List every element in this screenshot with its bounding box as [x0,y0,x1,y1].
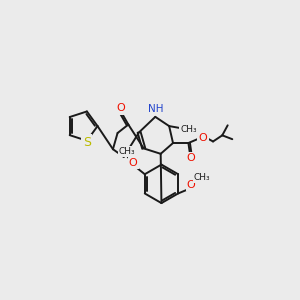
Text: O: O [199,133,207,142]
Text: S: S [83,136,91,149]
Text: CH₃: CH₃ [180,125,197,134]
Text: O: O [187,180,196,190]
Text: O: O [116,103,125,113]
Text: O: O [129,158,138,168]
Text: O: O [186,153,195,164]
Text: CH₃: CH₃ [194,173,210,182]
Text: NH: NH [148,104,164,114]
Text: CH₃: CH₃ [119,147,135,156]
